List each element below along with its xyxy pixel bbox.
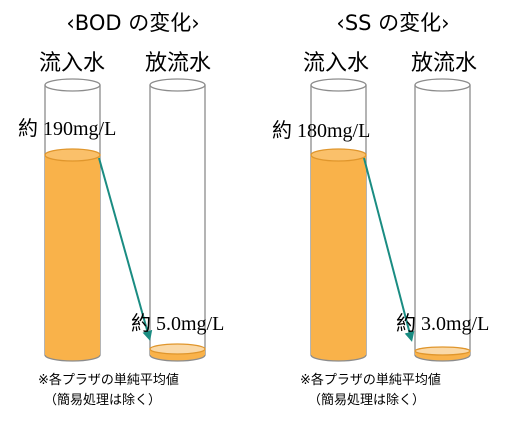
- bod-inflow-value: 約 190mg/L: [18, 117, 116, 140]
- ss-outflow-liquid-surface: [414, 346, 471, 356]
- bod-note-line2: （簡易処理は除く）: [44, 393, 161, 408]
- ss-note-line1: ※各プラザの単純平均値: [300, 372, 441, 388]
- ss-title: ‹SS の変化›: [336, 11, 449, 35]
- ss-outflow-label: 放流水: [411, 51, 477, 76]
- bod-inflow-liquid-surface: [44, 148, 101, 162]
- bod-note-line1: ※各プラザの単純平均値: [38, 372, 179, 388]
- bod-reduction-arrow: [98, 157, 153, 341]
- ss-note-line2: （簡易処理は除く）: [308, 393, 425, 408]
- ss-inflow-value: 約 180mg/L: [272, 119, 370, 142]
- ss-reduction-arrow: [363, 157, 415, 342]
- ss-inflow-liquid-surface: [310, 148, 367, 162]
- ss-outflow-tube: [414, 78, 471, 362]
- bod-outflow-label: 放流水: [145, 51, 211, 76]
- ss-panel: ‹SS の変化› 流入水 放流水 約 180mg/L 約 3.0mg/L ※各プ…: [272, 11, 489, 408]
- ss-outflow-value: 約 3.0mg/L: [396, 312, 489, 335]
- bod-outflow-tube: [149, 78, 206, 362]
- bod-title: ‹BOD の変化›: [66, 11, 199, 35]
- ss-inflow-tube: [310, 78, 367, 362]
- ss-inflow-label: 流入水: [303, 51, 369, 76]
- bod-outflow-liquid-surface: [149, 343, 206, 355]
- ss-inflow-liquid: [311, 155, 366, 361]
- bod-panel: ‹BOD の変化› 流入水 放流水 約 190mg/L 約 5.0mg/L ※各…: [18, 11, 224, 408]
- bod-inflow-label: 流入水: [39, 51, 105, 76]
- bod-inflow-tube: [44, 78, 101, 362]
- bod-outflow-value: 約 5.0mg/L: [131, 312, 224, 335]
- bod-inflow-liquid: [45, 155, 100, 361]
